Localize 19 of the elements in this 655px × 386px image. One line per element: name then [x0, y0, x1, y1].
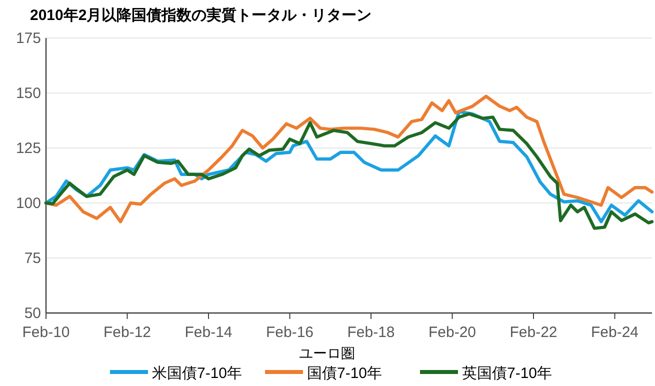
x-tick-label: Feb-10: [22, 324, 70, 341]
y-tick-label: 75: [24, 250, 41, 267]
x-tick-label: Feb-14: [184, 324, 232, 341]
legend-label: 国債7-10年: [307, 365, 382, 382]
legend-label: 英国債7-10年: [462, 365, 552, 382]
y-tick-label: 100: [16, 195, 41, 212]
chart-title: 2010年2月以降国債指数の実質トータル・リターン: [30, 6, 372, 24]
x-tick-label: Feb-24: [590, 324, 639, 341]
y-tick-label: 175: [16, 30, 41, 47]
legend-title: ユーロ圏: [299, 345, 355, 361]
x-tick-label: Feb-12: [103, 324, 152, 341]
x-tick-label: Feb-16: [266, 324, 314, 341]
legend-label: 米国債7-10年: [152, 365, 242, 382]
y-tick-label: 125: [16, 140, 41, 157]
y-tick-label: 50: [24, 305, 41, 322]
x-tick-label: Feb-22: [510, 324, 558, 341]
x-tick-label: Feb-18: [347, 324, 395, 341]
x-tick-label: Feb-20: [428, 324, 476, 341]
y-tick-label: 150: [16, 85, 41, 102]
